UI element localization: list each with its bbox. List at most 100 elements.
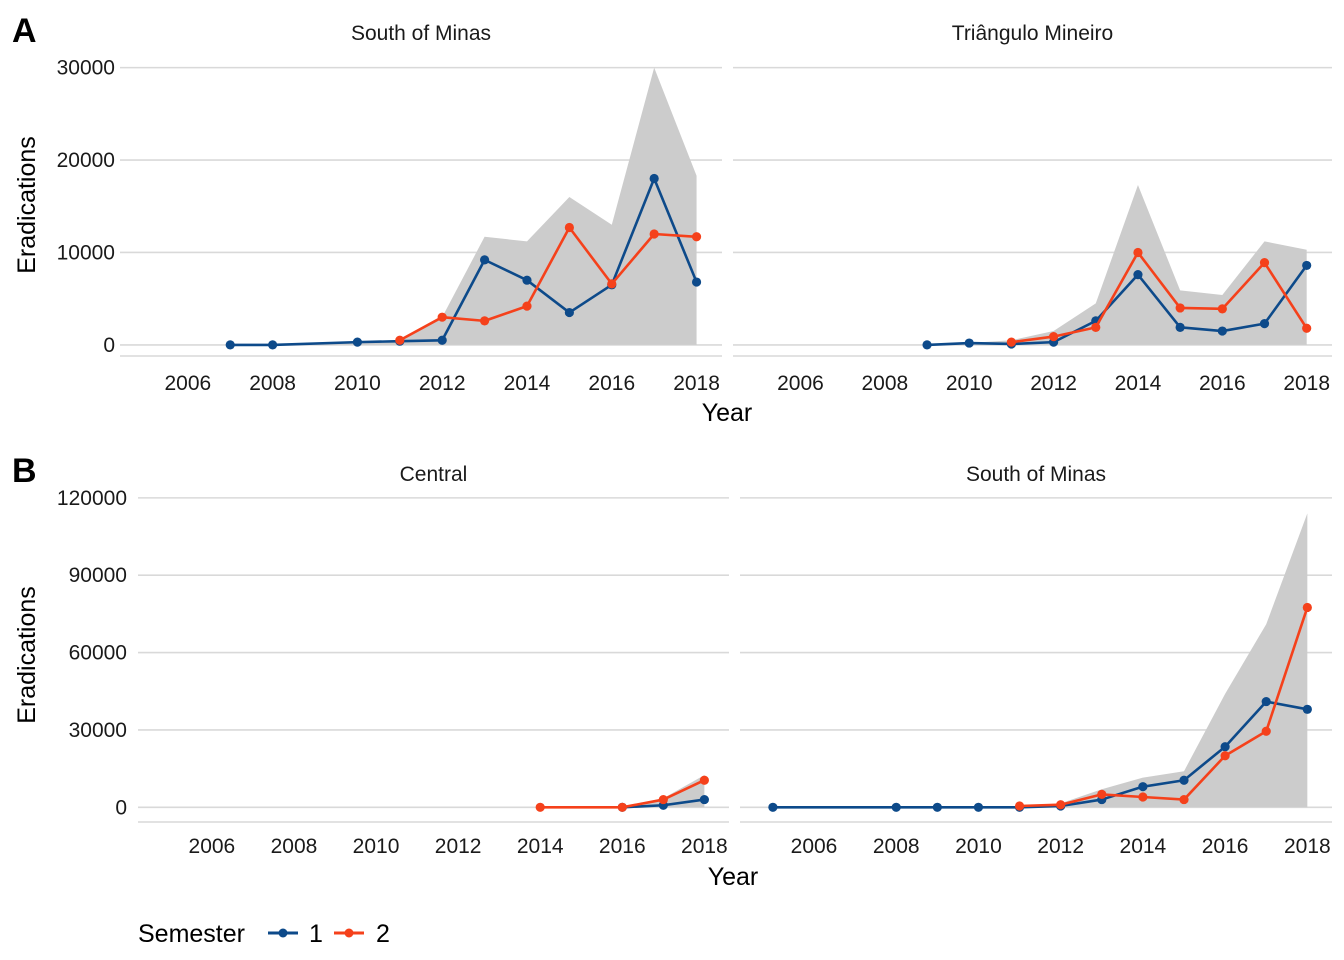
panel-b-facet-1-x-tick-label: 2008 <box>271 835 318 858</box>
range-ribbon <box>772 513 1308 808</box>
legend-key-point-2 <box>344 928 354 938</box>
panel-b-y-tick-label: 0 <box>115 796 127 819</box>
semester-1-point <box>922 340 932 350</box>
semester-2-line <box>1011 251 1308 344</box>
panel-a-facet-1-title: South of Minas <box>351 22 491 45</box>
semester-1-point <box>479 255 490 265</box>
semester-2-point <box>1133 247 1143 258</box>
semester-2-point <box>395 335 405 345</box>
panel-b-facet-2-title: South of Minas <box>966 463 1106 486</box>
semester-2-point <box>607 279 617 289</box>
panel-a-facet-1-x-tick-label: 2014 <box>504 372 551 395</box>
semester-2-point <box>437 312 447 322</box>
panel-b-facet-1: Central 2006 2008 2010 2012 2014 2016 2018 <box>138 463 729 858</box>
panel-b-y-tick-label: 90000 <box>69 564 127 587</box>
semester-1-point <box>964 338 974 348</box>
panel-b-x-axis-title: Year <box>708 863 759 891</box>
panel-b-facet-2-x-tick-label: 2010 <box>955 835 1002 858</box>
semester-2-point <box>617 802 627 812</box>
semester-1-point <box>973 802 984 812</box>
panel-b-facet-2: South of Minas 2006 2008 2010 2012 2014 2016 20… <box>740 463 1332 858</box>
semester-1-point <box>1302 260 1312 271</box>
panel-a-facet-1-x-tick-label: 2006 <box>164 372 211 395</box>
semester-2-point <box>1048 331 1059 342</box>
legend-label-1: 1 <box>309 920 323 948</box>
semester-1-line <box>926 264 1308 347</box>
chart-panels: 0 10000 20000 30000 South of Minas 2006 2008 20… <box>57 22 1332 858</box>
panel-b-tag: B <box>12 452 37 490</box>
panel-a-facet-1-x-tick-label: 2018 <box>673 372 720 395</box>
semester-2-point <box>1097 789 1107 800</box>
panel-a-y-tick-label: 20000 <box>57 149 115 172</box>
panel-a-facet-2: Triângulo Mineiro 2006 2008 2010 2012 2014 201… <box>733 22 1332 395</box>
panel-a-tag: A <box>12 12 37 50</box>
semester-2-point <box>1220 751 1230 761</box>
semester-1-point <box>564 307 574 318</box>
semester-2-point <box>1302 323 1312 333</box>
semester-1-point <box>1217 326 1227 336</box>
semester-2-point <box>1056 800 1066 810</box>
panel-a-y-tick-label: 30000 <box>57 57 115 80</box>
range-ribbon <box>927 185 1307 345</box>
semester-1-point <box>1220 742 1230 752</box>
panel-a-facet-1-x-tick-label: 2016 <box>588 372 635 395</box>
semester-1-point <box>352 337 363 347</box>
panel-b-y-tick-label: 30000 <box>69 719 127 742</box>
semester-2-point <box>691 232 702 242</box>
semester-2-point <box>1175 303 1185 313</box>
semester-2-point <box>1302 602 1312 613</box>
panel-a-facet-2-x-tick-label: 2018 <box>1283 372 1330 395</box>
panel-b-facet-1-x-tick-label: 2012 <box>435 835 482 858</box>
semester-2-point <box>1217 304 1227 314</box>
panel-b-y-axis-title: Eradications <box>13 586 41 724</box>
semester-2-point <box>1138 792 1148 802</box>
semester-1-point <box>225 340 235 350</box>
semester-2-line <box>1019 607 1309 808</box>
semester-1-point <box>1175 322 1185 332</box>
panel-a-facet-2-x-tick-label: 2014 <box>1115 372 1162 395</box>
panel-a-facet-2-x-tick-label: 2008 <box>861 372 908 395</box>
legend: Semester 1 2 <box>138 920 390 948</box>
semester-1-point <box>932 802 942 812</box>
panel-a-facet-2-x-tick-label: 2012 <box>1030 372 1077 395</box>
panel-b-facet-2-x-tick-label: 2018 <box>1284 835 1331 858</box>
semester-1-point <box>1302 704 1312 714</box>
semester-1-point <box>699 794 709 805</box>
panel-a-facet-1-x-tick-label: 2012 <box>419 372 466 395</box>
semester-2-point <box>535 802 545 812</box>
panel-a-y-tick-label: 10000 <box>57 241 115 264</box>
panel-b-facet-2-x-tick-label: 2016 <box>1202 835 1249 858</box>
semester-1-line <box>772 700 1308 809</box>
panel-a-facet-2-x-tick-label: 2010 <box>946 372 993 395</box>
semester-1-point <box>522 275 532 285</box>
legend-title: Semester <box>138 920 245 948</box>
panel-b-facet-2-x-tick-label: 2012 <box>1037 835 1084 858</box>
panel-a-facet-1-x-tick-label: 2008 <box>249 372 296 395</box>
semester-2-line <box>399 226 697 342</box>
semester-1-point <box>768 802 778 812</box>
semester-1-point <box>891 802 901 812</box>
panel-b-facet-1-x-tick-label: 2018 <box>681 835 728 858</box>
panel-a-y-axis-title: Eradications <box>13 136 41 274</box>
semester-1-point <box>691 277 702 287</box>
semester-2-point <box>649 229 659 239</box>
panel-b-y-tick-label: 120000 <box>57 487 127 510</box>
semester-1-point <box>268 340 278 350</box>
semester-1-point <box>649 173 659 184</box>
legend-label-2: 2 <box>376 920 390 948</box>
panel-a-y-tick-label: 0 <box>103 334 115 357</box>
semester-2-point <box>1014 801 1025 811</box>
semester-1-point <box>1138 782 1148 792</box>
semester-2-point <box>1261 726 1271 736</box>
semester-1-point <box>1261 696 1271 707</box>
panel-a-facet-2-x-tick-label: 2016 <box>1199 372 1246 395</box>
panel-b-y-tick-label: 60000 <box>69 642 127 665</box>
panel-b-facet-1-x-tick-label: 2010 <box>353 835 400 858</box>
semester-2-point <box>1179 794 1189 805</box>
panel-a-facet-2-title: Triângulo Mineiro <box>952 22 1113 45</box>
panel-b-facet-2-x-tick-label: 2006 <box>791 835 838 858</box>
semester-2-line <box>540 779 705 809</box>
semester-1-point <box>437 335 447 345</box>
semester-1-point <box>1259 319 1270 329</box>
panel-b-facet-1-x-tick-label: 2006 <box>189 835 236 858</box>
